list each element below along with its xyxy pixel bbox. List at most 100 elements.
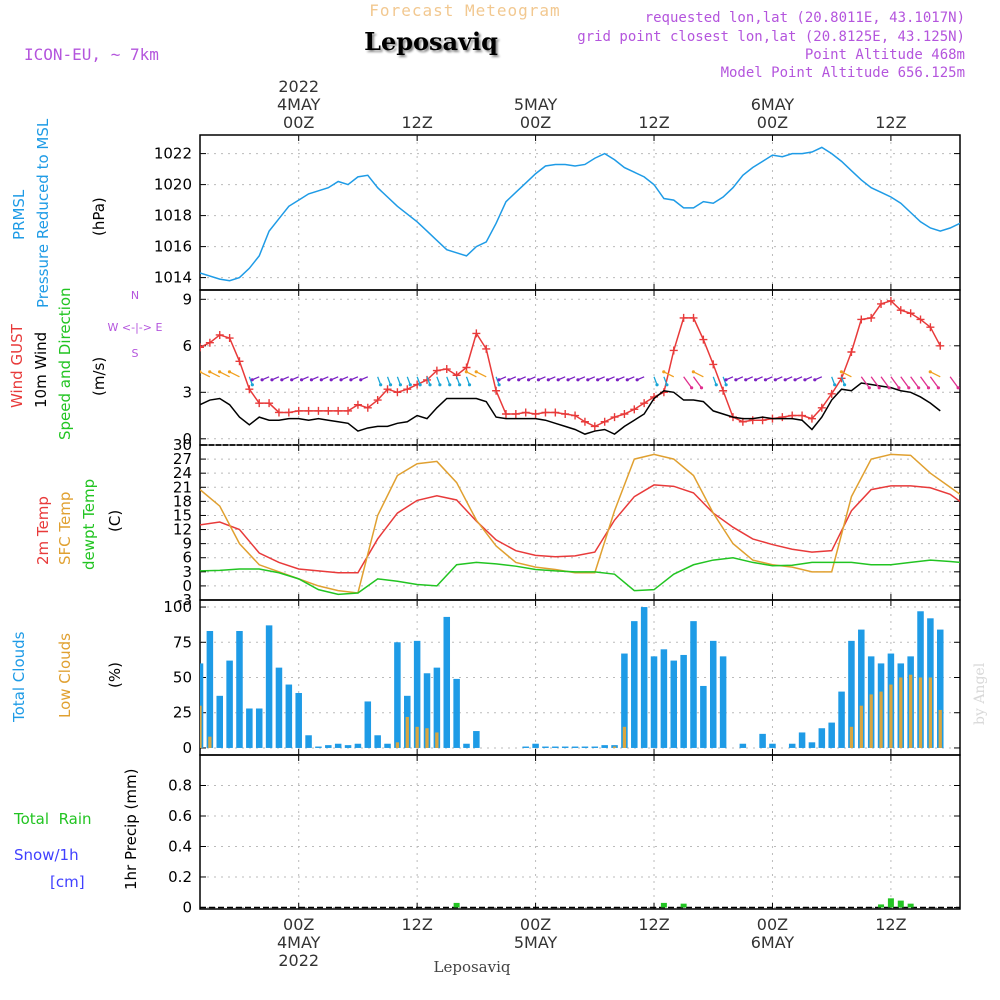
wind-arrow-head	[714, 383, 718, 387]
wind-arrow-head	[517, 378, 521, 382]
rain-bar	[887, 898, 894, 908]
top-tick-label: 12Z	[401, 113, 432, 132]
rain-bar	[897, 900, 904, 908]
total-clouds-bar	[700, 685, 707, 748]
wind-arrow-head	[270, 378, 274, 382]
wind-arrow-head	[867, 386, 871, 390]
10m-wind-line	[200, 382, 941, 436]
low-clouds-bar	[938, 709, 942, 748]
gust-marker	[235, 357, 244, 366]
wind-panel: 0 3 6 9	[182, 289, 961, 448]
wind-gust-line	[200, 300, 941, 428]
gust-marker	[580, 417, 589, 426]
total-clouds-bar	[354, 743, 362, 748]
wind-arrow-head	[596, 378, 600, 382]
wind-direction-arrow	[475, 371, 487, 378]
temperature-ytick-label: 12	[173, 521, 192, 539]
gust-marker	[699, 335, 708, 344]
requested-coords: requested lon,lat (20.8011E, 43.1017N)	[645, 10, 965, 26]
wind-unit: (m/s)	[90, 357, 108, 396]
gust-marker	[403, 385, 412, 394]
gust-marker	[778, 413, 787, 422]
pressure-frame	[199, 134, 961, 291]
top-title: Forecast Meteogram	[369, 1, 560, 20]
top-tick-label: 6MAY	[751, 95, 795, 114]
wind-arrow-head	[753, 378, 758, 382]
gust-marker	[531, 410, 540, 418]
gust-marker	[324, 406, 333, 415]
clouds-ytick-label: 100	[163, 598, 192, 616]
wind-direction-arrow	[466, 371, 477, 378]
gust-marker	[492, 386, 501, 395]
wind-arrow-head	[359, 378, 363, 382]
pressure-ytick-label: 1020	[154, 176, 192, 194]
wind-arrow-head	[793, 378, 797, 382]
total-clouds-bar	[542, 746, 549, 748]
wind-arrow-head	[783, 378, 787, 382]
total-clouds-bar	[532, 743, 539, 748]
wind-arrow-head	[744, 378, 748, 382]
wind-arrow-head	[464, 370, 468, 374]
gust-marker	[610, 413, 619, 422]
model-altitude: Model Point Altitude 656.125m	[721, 65, 965, 81]
total-clouds-bar	[798, 732, 806, 748]
wind-arrow-head	[887, 386, 891, 390]
precip-unit: 1hr Precip (mm)	[122, 769, 140, 890]
low-clouds-bar	[415, 726, 419, 748]
gust-marker	[896, 306, 905, 315]
wind-arrow-head	[497, 383, 501, 387]
total-clouds-bar	[364, 701, 372, 748]
rain-bar	[453, 902, 460, 908]
wind-arrow-head	[438, 383, 442, 387]
wind-arrow-head	[546, 378, 550, 382]
wind-arrow-head	[936, 386, 940, 390]
wind-arrow-head	[398, 383, 403, 387]
wind-arrow-head	[290, 378, 294, 382]
gust-marker	[689, 313, 698, 322]
wind-direction-arrow	[929, 376, 939, 389]
bottom-tick-label: 12Z	[875, 915, 906, 934]
clouds-ytick-label: 25	[173, 704, 192, 722]
low-clouds-bar	[208, 736, 212, 748]
gust-marker	[916, 315, 925, 324]
wind-arrow-head	[877, 386, 881, 390]
wind-arrow-head	[928, 370, 932, 374]
wind-arrow-head	[691, 370, 695, 374]
pressure-label-desc: Pressure Reduced to MSL	[34, 118, 52, 308]
wind-arrow-head	[813, 378, 817, 382]
total-clouds-bar	[709, 640, 717, 748]
wind-arrow-head	[662, 370, 666, 374]
top-tick-label: 00Z	[520, 113, 551, 132]
gust-marker	[432, 366, 441, 375]
gust-marker	[847, 348, 856, 356]
gust-marker	[630, 405, 639, 414]
wind-plot-area	[200, 296, 960, 436]
precip-plot-area	[200, 898, 960, 909]
gust-marker	[590, 422, 599, 431]
gust-marker	[255, 399, 264, 408]
gust-marker	[561, 410, 570, 418]
low-clouds-bar	[909, 674, 913, 748]
pressure-label-prmsl: PRMSL	[10, 189, 28, 240]
gust-marker	[344, 406, 353, 415]
wind-arrow-head	[576, 378, 580, 382]
wind-arrow-head	[917, 386, 921, 390]
wind-arrow-head	[329, 378, 333, 382]
gust-marker	[827, 389, 836, 398]
wind-speed-dir-label: Speed and Direction	[56, 287, 74, 440]
wind-arrow-head	[803, 378, 807, 382]
total-clouds-bar	[611, 745, 618, 748]
total-clouds-bar	[601, 745, 608, 748]
wind-direction-arrow	[949, 376, 959, 389]
wind-direction-arrow	[870, 376, 880, 389]
wind-direction-arrow	[890, 376, 900, 389]
gust-marker	[205, 338, 214, 347]
gust-marker	[926, 323, 935, 332]
temperature-ytick-label: 3	[182, 563, 192, 581]
total-clouds-bar	[650, 656, 658, 748]
location-title: Leposaviq	[364, 27, 498, 56]
temperature-ytick-label: 27	[173, 450, 192, 468]
bottom-tick-label: 5MAY	[514, 933, 558, 952]
